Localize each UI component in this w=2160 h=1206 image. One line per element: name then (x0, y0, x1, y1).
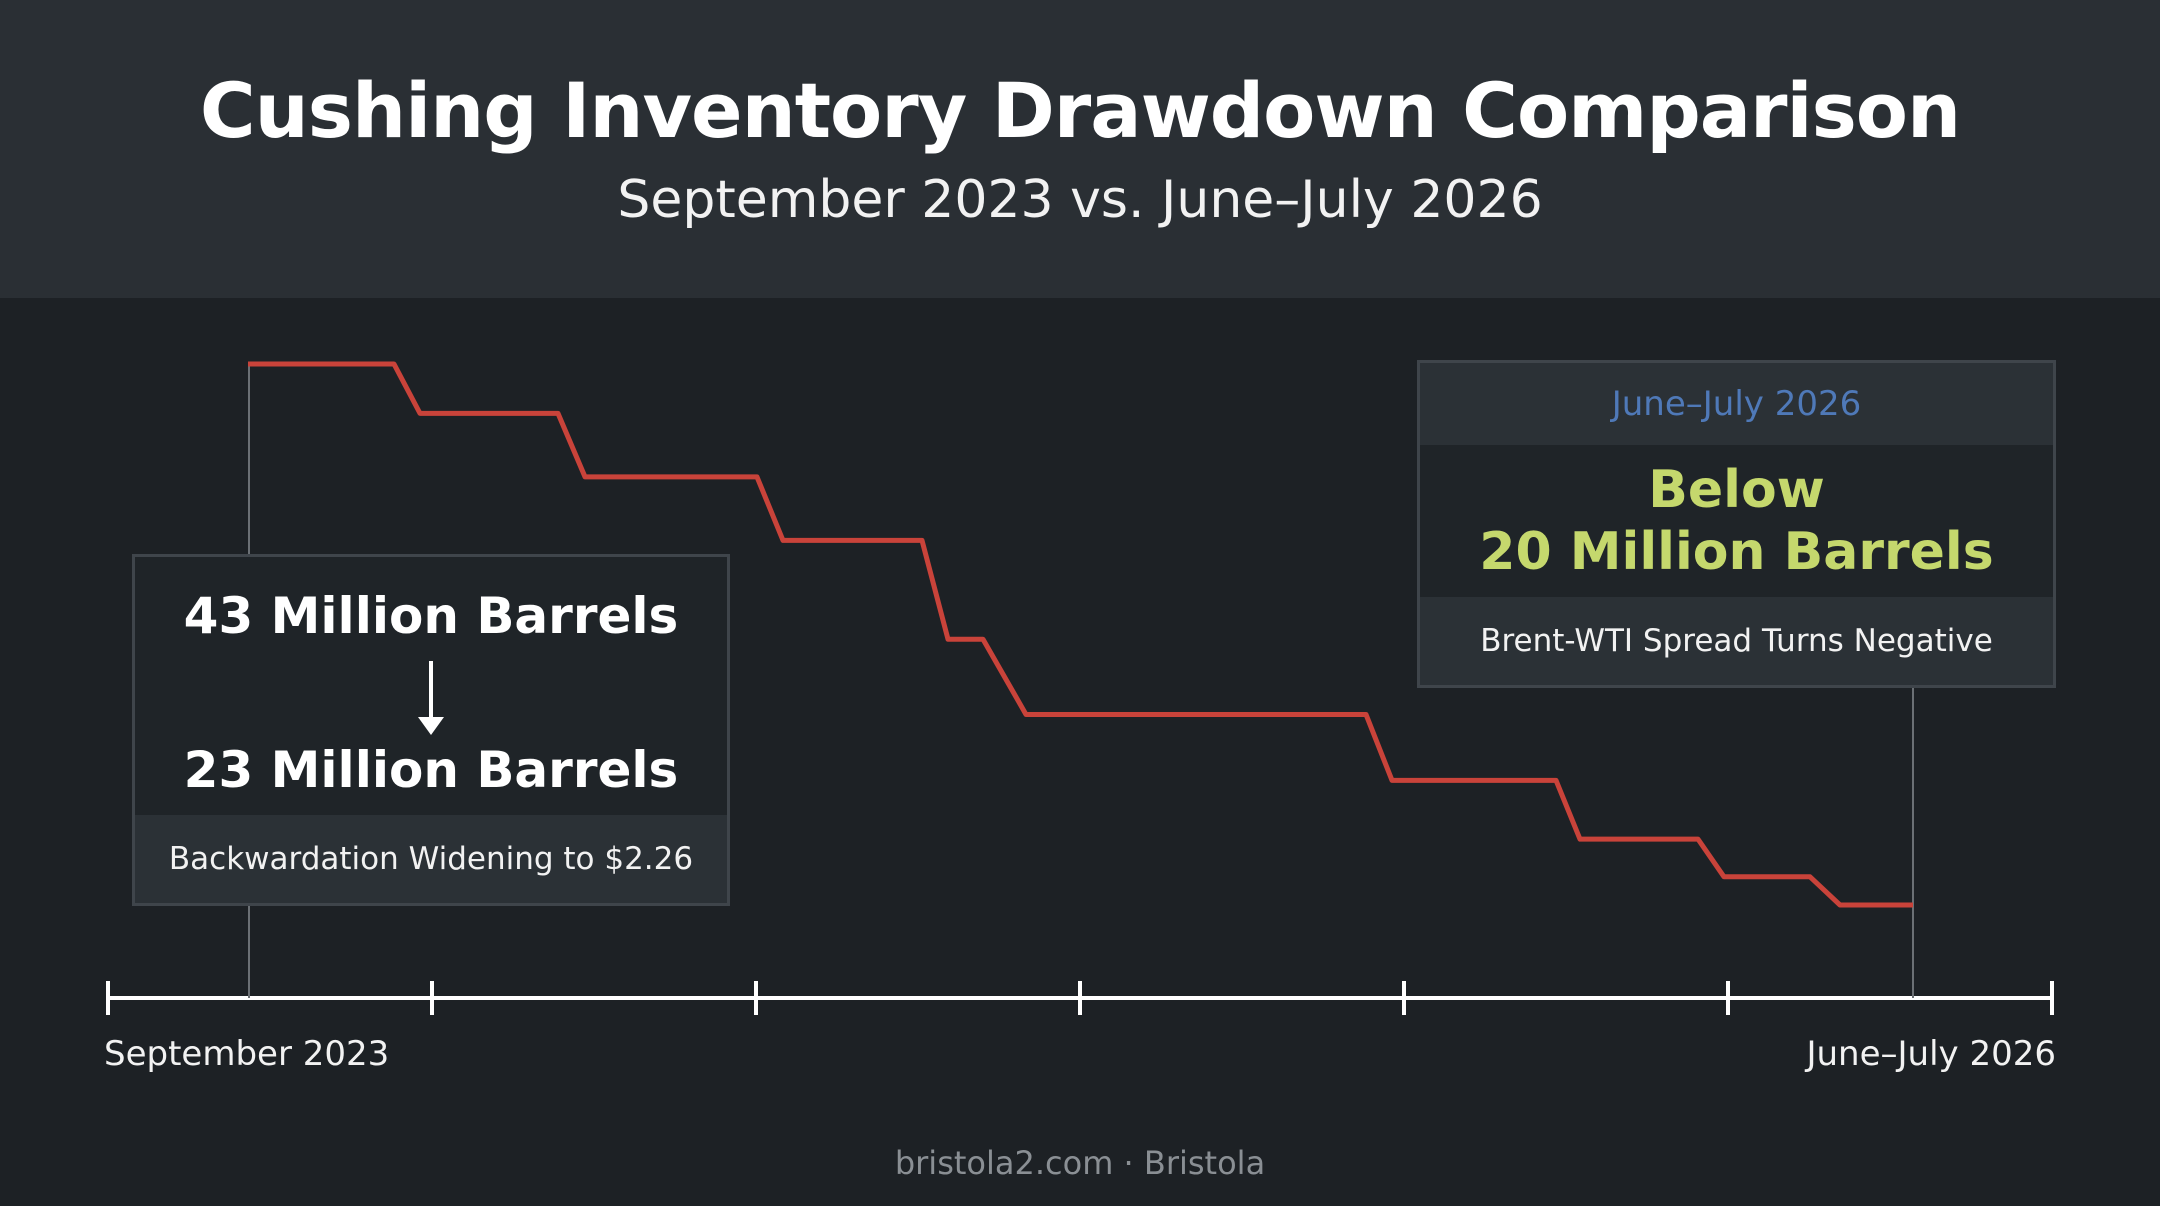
header-band (0, 0, 2160, 298)
backwardation-note: Backwardation Widening to $2.26 (135, 815, 727, 903)
down-arrow-icon (429, 661, 433, 723)
inventory-step-line (248, 361, 1913, 908)
below-20m-highlight: Below 20 Million Barrels (1420, 459, 2053, 583)
highlight-line-2: 20 Million Barrels (1479, 522, 1994, 582)
x-axis-start-label: September 2023 (104, 1034, 390, 1074)
left-annotation-box: 43 Million Barrels 23 Million Barrels Ba… (132, 554, 730, 906)
start-inventory-label: 43 Million Barrels (183, 587, 679, 645)
attribution: bristola2.com · Bristola (894, 1144, 1266, 1182)
end-inventory-label: 23 Million Barrels (183, 741, 679, 799)
right-annotation-box: June–July 2026 Below 20 Million Barrels … (1417, 360, 2056, 688)
page-title: Cushing Inventory Drawdown Comparison (199, 66, 1961, 155)
spread-note: Brent-WTI Spread Turns Negative (1420, 597, 2053, 685)
right-box-period: June–July 2026 (1420, 363, 2053, 445)
page-subtitle: September 2023 vs. June–July 2026 (617, 170, 1543, 230)
x-axis-end-label: June–July 2026 (1806, 1034, 2056, 1074)
arrowhead-icon (418, 717, 444, 735)
highlight-line-1: Below (1648, 460, 1825, 520)
